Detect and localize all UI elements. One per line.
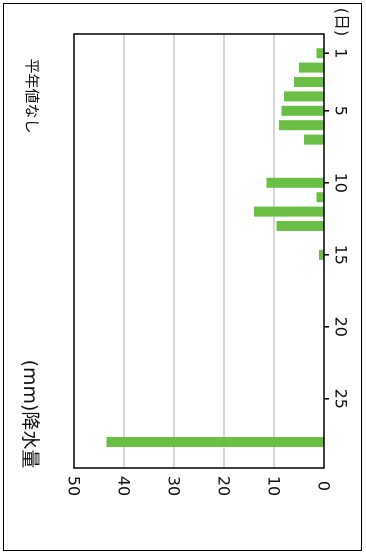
plot-border [73, 33, 325, 469]
bar-day-2 [299, 62, 324, 73]
chart-frame: 0 10 20 30 40 50 1 5 10 15 20 25 (mm)降水量 (日) 平年値なし [3, 3, 362, 551]
bar-day-15 [319, 249, 324, 260]
value-tick-0: 0 [315, 481, 334, 491]
day-tick-25: 25 [332, 389, 351, 409]
day-tick-10: 10 [332, 173, 351, 193]
bar-day-12 [254, 206, 324, 217]
value-tick-20: 20 [215, 476, 234, 496]
bar-day-10 [266, 177, 324, 188]
day-tick-20: 20 [332, 317, 351, 337]
bar-day-6 [279, 120, 324, 131]
bar-day-5 [281, 105, 324, 116]
value-tick-50: 50 [65, 476, 84, 496]
bar-day-11 [316, 192, 324, 203]
bar-day-7 [304, 134, 324, 145]
value-tick-40: 40 [115, 476, 134, 496]
value-tick-30: 30 [165, 476, 184, 496]
bar-day-1 [316, 48, 324, 59]
value-tick-10: 10 [265, 476, 284, 496]
value-axis-ticks: 0 10 20 30 40 50 [65, 476, 334, 496]
bar-day-3 [294, 77, 324, 87]
day-tick-5: 5 [332, 106, 351, 116]
day-tick-15: 15 [332, 245, 351, 265]
value-axis-title: (mm)降水量 [19, 360, 41, 469]
no-normal-note: 平年値なし [23, 58, 41, 133]
bar-day-13 [276, 221, 324, 231]
day-tick-1: 1 [332, 48, 351, 58]
grid-lines [123, 34, 275, 468]
bar-day-28 [106, 437, 324, 447]
bar-series [106, 48, 324, 447]
bar-day-4 [284, 91, 324, 102]
day-axis-unit: (日) [333, 8, 352, 37]
